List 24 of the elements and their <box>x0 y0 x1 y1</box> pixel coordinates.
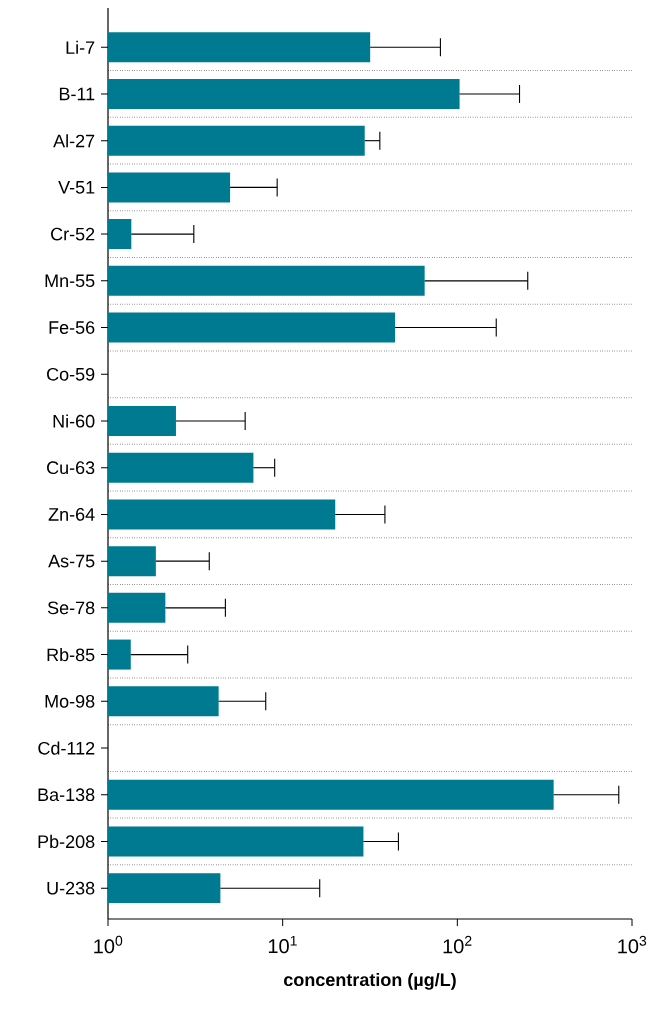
y-tick-label: Cu-63 <box>47 461 95 475</box>
y-tick-label: Pb-208 <box>38 834 95 849</box>
y-tick-label: U-238 <box>47 881 95 895</box>
y-tick-label: Li-7 <box>66 40 95 54</box>
y-tick-label: Cd-112 <box>38 741 95 755</box>
y-tick-label: Mn-55 <box>45 274 95 288</box>
x-tick-label: 10$^{1}$ <box>268 935 297 954</box>
y-tick-label: Ni-60 <box>53 414 95 428</box>
y-tick-label: Al-27 <box>53 134 95 148</box>
y-tick-label: Fe-56 <box>49 321 95 334</box>
y-tick-label: Se-78 <box>47 601 95 615</box>
y-tick-label: As-75 <box>48 554 95 568</box>
y-tick-label: V-51 <box>58 181 95 194</box>
y-tick-label: Mo-98 <box>45 694 95 708</box>
y-tick-label: Co-59 <box>47 367 95 381</box>
x-tick-label: 10$^{2}$ <box>443 935 472 954</box>
y-tick-label: Ba-138 <box>38 788 95 802</box>
x-tick-label: 10$^{0}$ <box>94 935 123 954</box>
x-tick-label: 10$^{3}$ <box>618 935 647 954</box>
x-axis-title: concentration (µg/L) <box>284 972 456 990</box>
y-tick-label: Cr-52 <box>51 227 95 241</box>
y-tick-label: Zn-64 <box>48 508 95 521</box>
y-tick-label: B-11 <box>59 87 95 101</box>
y-tick-label: Rb-85 <box>47 647 95 662</box>
